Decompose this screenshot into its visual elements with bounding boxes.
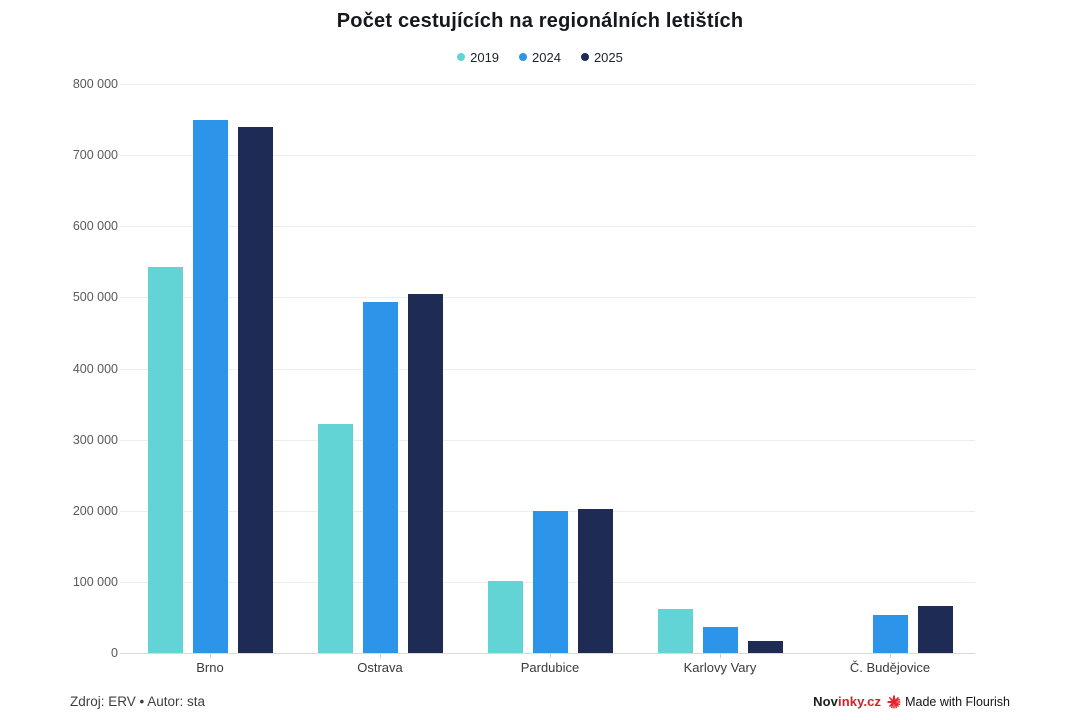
novinky-logo-prefix: Nov [813, 694, 838, 709]
x-axis-category-label: Č. Budějovice [849, 660, 931, 675]
flourish-starburst-icon [887, 694, 901, 709]
legend-label: 2019 [470, 49, 500, 65]
y-axis-tick-label: 700 000 [72, 148, 118, 163]
x-axis-tick [380, 653, 381, 658]
chart-title: Počet cestujících na regionálních letišt… [336, 10, 744, 32]
legend-label: 2024 [532, 49, 561, 65]
bar-2024-c-budejovice[interactable] [872, 614, 908, 653]
bar-2024-brno[interactable] [192, 120, 228, 653]
bar-group-brno [125, 84, 295, 653]
bar-2025-ostrava[interactable] [407, 293, 443, 653]
x-axis-tick [890, 653, 891, 658]
bar-2024-ostrava[interactable] [362, 302, 398, 653]
gridline [120, 226, 975, 228]
x-axis-tick [720, 653, 721, 658]
x-axis-category-label: Pardubice [520, 660, 580, 675]
legend: 2019 2024 2025 [0, 48, 1080, 66]
y-axis-tick-label: 0 [111, 646, 118, 660]
y-axis-tick-label: 400 000 [72, 361, 118, 376]
gridline [120, 368, 975, 370]
y-axis-tick-label: 100 000 [72, 574, 118, 589]
y-axis-tick-label: 300 000 [72, 432, 118, 447]
bar-2025-karlovy-vary[interactable] [747, 640, 783, 653]
bar-2019-ostrava[interactable] [317, 423, 353, 653]
bar-group-c-budejovice [805, 84, 975, 653]
bar-group-pardubice [465, 84, 635, 653]
bar-group-ostrava [295, 84, 465, 653]
made-with-flourish-link[interactable]: Made with Flourish [887, 695, 1010, 709]
x-axis-category-label: Karlovy Vary [683, 660, 757, 675]
plot-area [120, 84, 975, 658]
bar-2025-brno[interactable] [237, 127, 273, 653]
x-axis-tick [210, 653, 211, 658]
legend-swatch-icon [519, 53, 528, 61]
gridline [120, 297, 975, 299]
legend-item-2019[interactable]: 2019 [457, 50, 499, 65]
x-axis: Brno Ostrava Pardubice Karlovy Vary Č. Buděj… [125, 660, 975, 676]
gridline [120, 155, 975, 157]
made-with-flourish-label: Made with Flourish [905, 694, 1010, 709]
legend-swatch-icon [457, 53, 466, 61]
novinky-logo[interactable]: Novinky.cz [813, 694, 881, 709]
footer-branding: Novinky.cz Made with Flourish [813, 694, 1010, 709]
bar-2025-pardubice[interactable] [577, 508, 613, 653]
gridline [120, 439, 975, 441]
y-axis-tick-label: 500 000 [72, 290, 118, 305]
legend-swatch-icon [580, 53, 589, 61]
source-credit: Zdroj: ERV • Autor: sta [70, 694, 206, 709]
bar-2019-brno[interactable] [147, 266, 183, 653]
x-axis-line [120, 653, 975, 654]
novinky-logo-suffix: inky.cz [838, 694, 882, 709]
x-axis-category-label: Brno [196, 660, 224, 675]
legend-item-2025[interactable]: 2025 [580, 49, 623, 65]
bar-2019-karlovy-vary[interactable] [657, 608, 693, 653]
bar-2024-karlovy-vary[interactable] [702, 626, 738, 653]
y-axis-tick-label: 200 000 [72, 503, 118, 518]
y-axis-tick-label: 600 000 [72, 219, 118, 234]
legend-item-2024[interactable]: 2024 [519, 50, 561, 65]
x-axis-tick [550, 653, 551, 658]
y-axis-tick-label: 800 000 [72, 77, 118, 91]
bar-2024-pardubice[interactable] [532, 510, 568, 653]
x-axis-category-label: Ostrava [357, 660, 403, 675]
legend-label: 2025 [593, 49, 623, 65]
bar-group-karlovy-vary [635, 84, 805, 653]
bar-2019-pardubice[interactable] [487, 581, 523, 653]
y-axis: 0 100 000 200 000 300 000 400 000 500 000 600 … [0, 77, 118, 660]
gridline [120, 84, 975, 85]
bar-2025-c-budejovice[interactable] [917, 606, 953, 653]
